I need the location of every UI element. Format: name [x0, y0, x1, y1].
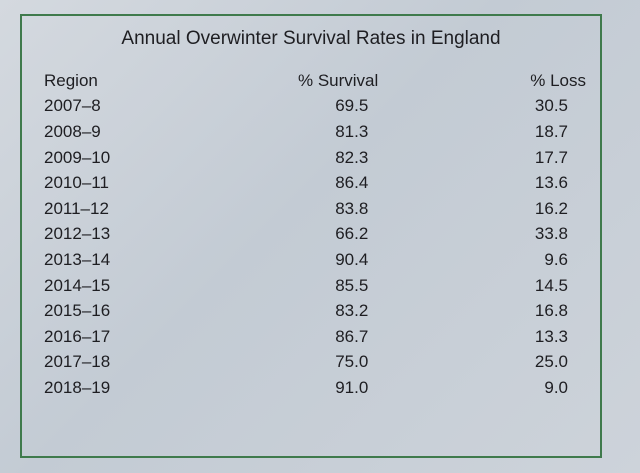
cell: 13.3	[534, 326, 568, 346]
cell: 2018–19	[44, 377, 111, 397]
table-row: 2015–16 83.2 16.8	[32, 298, 600, 324]
cell: 33.8	[534, 224, 568, 244]
cell: 2014–15	[44, 275, 111, 295]
cell: 16.2	[534, 198, 568, 218]
cell: 2013–14	[44, 249, 111, 269]
cell: 75.0	[335, 352, 369, 372]
table: Region % Survival % Loss 2007–8 69.5 30.5 2008…	[32, 68, 600, 401]
header-cell: Region	[44, 70, 98, 90]
header-cell: % Survival	[297, 70, 379, 90]
header-row: Region % Survival % Loss	[32, 68, 600, 94]
cell: 91.0	[335, 377, 369, 397]
table-row: 2012–13 66.2 33.8	[32, 222, 600, 248]
cell: 81.3	[335, 121, 369, 141]
table-row: 2011–12 83.8 16.2	[32, 196, 600, 222]
cell: 2010–11	[44, 173, 109, 193]
cell: 9.0	[544, 377, 568, 397]
cell: 2016–17	[44, 326, 111, 346]
table-row: 2008–9 81.3 18.7	[32, 119, 600, 145]
cell: 9.6	[544, 249, 568, 269]
cell: 86.4	[335, 173, 369, 193]
cell: 2017–18	[44, 352, 111, 372]
table-row: 2018–19 91.0 9.0	[32, 375, 600, 401]
cell: 17.7	[534, 147, 568, 167]
header-cell: % Loss	[530, 70, 586, 90]
cell: 2015–16	[44, 301, 111, 321]
cell: 2011–12	[44, 198, 109, 218]
table-row: 2009–10 82.3 17.7	[32, 145, 600, 171]
cell: 13.6	[534, 173, 568, 193]
cell: 2007–8	[44, 96, 101, 116]
cell: 2008–9	[44, 121, 101, 141]
cell: 66.2	[335, 224, 369, 244]
table-row: 2013–14 90.4 9.6	[32, 247, 600, 273]
cell: 82.3	[335, 147, 369, 167]
cell: 86.7	[335, 326, 369, 346]
table-row: 2010–11 86.4 13.6	[32, 170, 600, 196]
table-row: 2017–18 75.0 25.0	[32, 350, 600, 376]
cell: 85.5	[335, 275, 369, 295]
cell: 2009–10	[44, 147, 111, 167]
table-row: 2014–15 85.5 14.5	[32, 273, 600, 299]
cell: 18.7	[534, 121, 568, 141]
cell: 83.2	[335, 301, 369, 321]
cell: 69.5	[335, 96, 369, 116]
cell: 30.5	[534, 96, 568, 116]
cell: 14.5	[534, 275, 568, 295]
cell: 83.8	[335, 198, 369, 218]
cell: 25.0	[534, 352, 568, 372]
cell: 2012–13	[44, 224, 111, 244]
table-box: Annual Overwinter Survival Rates in Engl…	[20, 14, 602, 458]
cell: 90.4	[335, 249, 369, 269]
table-row: 2016–17 86.7 13.3	[32, 324, 600, 350]
cell: 16.8	[534, 301, 568, 321]
table-row: 2007–8 69.5 30.5	[32, 94, 600, 120]
table-title: Annual Overwinter Survival Rates in Engl…	[121, 28, 501, 49]
